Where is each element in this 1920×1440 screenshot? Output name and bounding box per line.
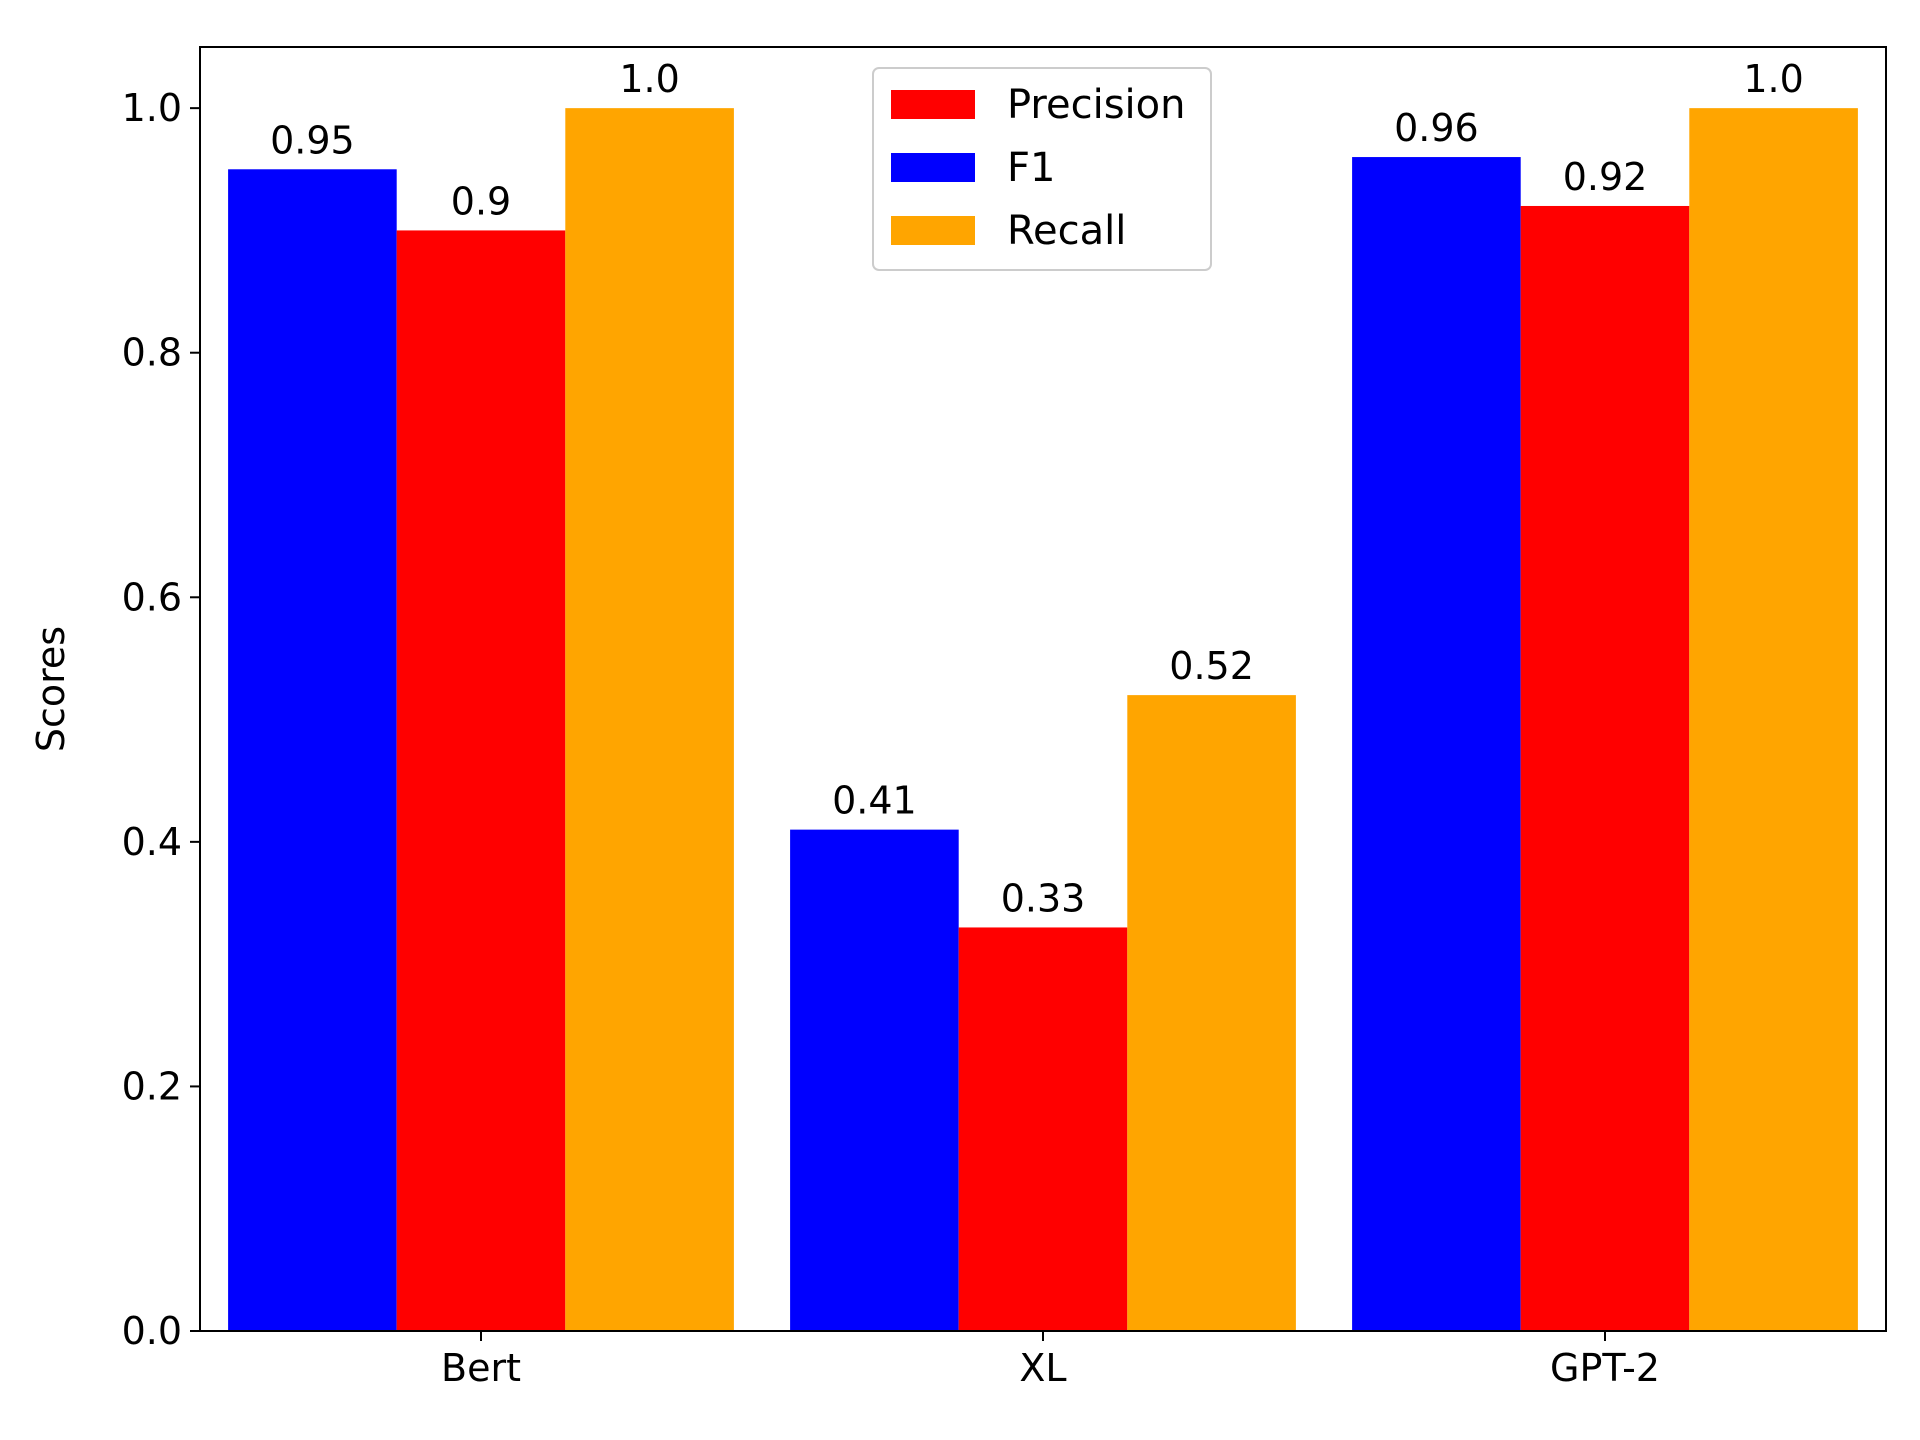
bar-precision-gpt-2 xyxy=(1520,205,1690,1331)
data-labels-layer: 0.95 0.41 0.96 0.9 0.33 0.92 1.0 0.52 1.0 xyxy=(270,57,1804,920)
legend-swatch-recall xyxy=(891,216,975,245)
data-label-f1-gpt-2: 0.96 xyxy=(1394,106,1479,150)
legend-label-f1: F1 xyxy=(1007,145,1055,191)
bar-precision-bert xyxy=(396,230,566,1331)
data-label-precision-bert: 0.9 xyxy=(451,179,511,223)
bar-recall-bert xyxy=(565,108,734,1332)
data-label-recall-bert: 1.0 xyxy=(619,57,679,101)
data-label-recall-xl: 0.52 xyxy=(1169,644,1254,688)
x-tick-label: GPT-2 xyxy=(1550,1346,1660,1390)
x-tick-label: XL xyxy=(1019,1346,1066,1390)
legend-label-precision: Precision xyxy=(1007,82,1185,128)
legend-label-recall: Recall xyxy=(1007,208,1126,254)
legend-swatch-precision xyxy=(891,90,975,119)
x-tick-label: Bert xyxy=(441,1346,521,1390)
bar-f1-gpt-2 xyxy=(1352,157,1521,1332)
x-axis: Bert XL GPT-2 xyxy=(441,1331,1660,1390)
y-axis-title: Scores xyxy=(29,626,73,752)
bar-recall-gpt-2 xyxy=(1689,108,1858,1332)
y-tick-label: 0.4 xyxy=(122,820,182,864)
bars-layer xyxy=(228,108,1858,1332)
data-label-f1-bert: 0.95 xyxy=(270,118,355,162)
bar-f1-xl xyxy=(790,829,959,1331)
data-label-recall-gpt-2: 1.0 xyxy=(1743,57,1803,101)
y-tick-label: 0.8 xyxy=(122,331,182,375)
y-axis: 0.0 0.2 0.4 0.6 0.8 1.0 xyxy=(122,86,200,1353)
y-tick-label: 0.2 xyxy=(122,1064,182,1108)
data-label-precision-xl: 0.33 xyxy=(1001,876,1086,920)
bar-precision-xl xyxy=(958,927,1128,1331)
data-label-precision-gpt-2: 0.92 xyxy=(1563,155,1648,199)
data-label-f1-xl: 0.41 xyxy=(832,779,917,823)
bar-f1-bert xyxy=(228,169,397,1331)
legend: Precision F1 Recall xyxy=(872,67,1212,271)
y-tick-label: 0.0 xyxy=(122,1309,182,1353)
legend-swatch-f1 xyxy=(891,153,975,182)
y-tick-label: 0.6 xyxy=(122,575,182,619)
y-tick-label: 1.0 xyxy=(122,86,182,130)
bar-recall-xl xyxy=(1127,695,1296,1331)
